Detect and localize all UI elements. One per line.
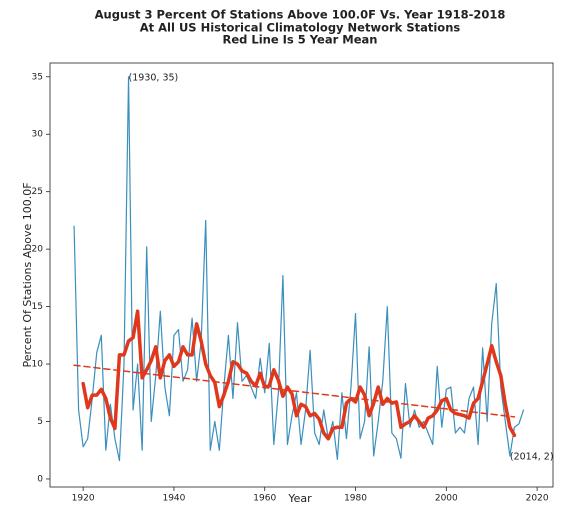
x-tick-label: 2000 xyxy=(435,494,458,504)
y-tick-label: 0 xyxy=(37,474,43,484)
annotation: (2014, 2) xyxy=(510,451,554,462)
y-tick-label: 5 xyxy=(37,417,43,427)
y-tick-label: 25 xyxy=(32,187,43,197)
chart-title: At All US Historical Climatology Network… xyxy=(140,21,461,35)
x-tick-label: 2020 xyxy=(526,494,549,504)
annotation: (1930, 35) xyxy=(129,72,179,83)
x-tick-label: 1980 xyxy=(344,494,367,504)
chart-title: August 3 Percent Of Stations Above 100.0… xyxy=(95,8,506,22)
y-tick-label: 30 xyxy=(32,130,44,140)
x-axis-label: Year xyxy=(287,492,312,505)
x-tick-label: 1960 xyxy=(253,494,276,504)
chart-title: Red Line Is 5 Year Mean xyxy=(223,33,378,47)
y-tick-label: 35 xyxy=(32,72,43,82)
y-axis-label: Percent Of Stations Above 100.0F xyxy=(21,182,34,367)
x-tick-label: 1940 xyxy=(162,494,185,504)
y-tick-label: 10 xyxy=(32,360,44,370)
x-tick-label: 1920 xyxy=(72,494,95,504)
y-tick-label: 15 xyxy=(32,302,43,312)
series-line xyxy=(73,76,525,462)
series-line xyxy=(81,309,517,441)
trend-line xyxy=(73,364,516,418)
y-tick-label: 20 xyxy=(32,245,44,255)
plot-frame xyxy=(49,62,554,488)
